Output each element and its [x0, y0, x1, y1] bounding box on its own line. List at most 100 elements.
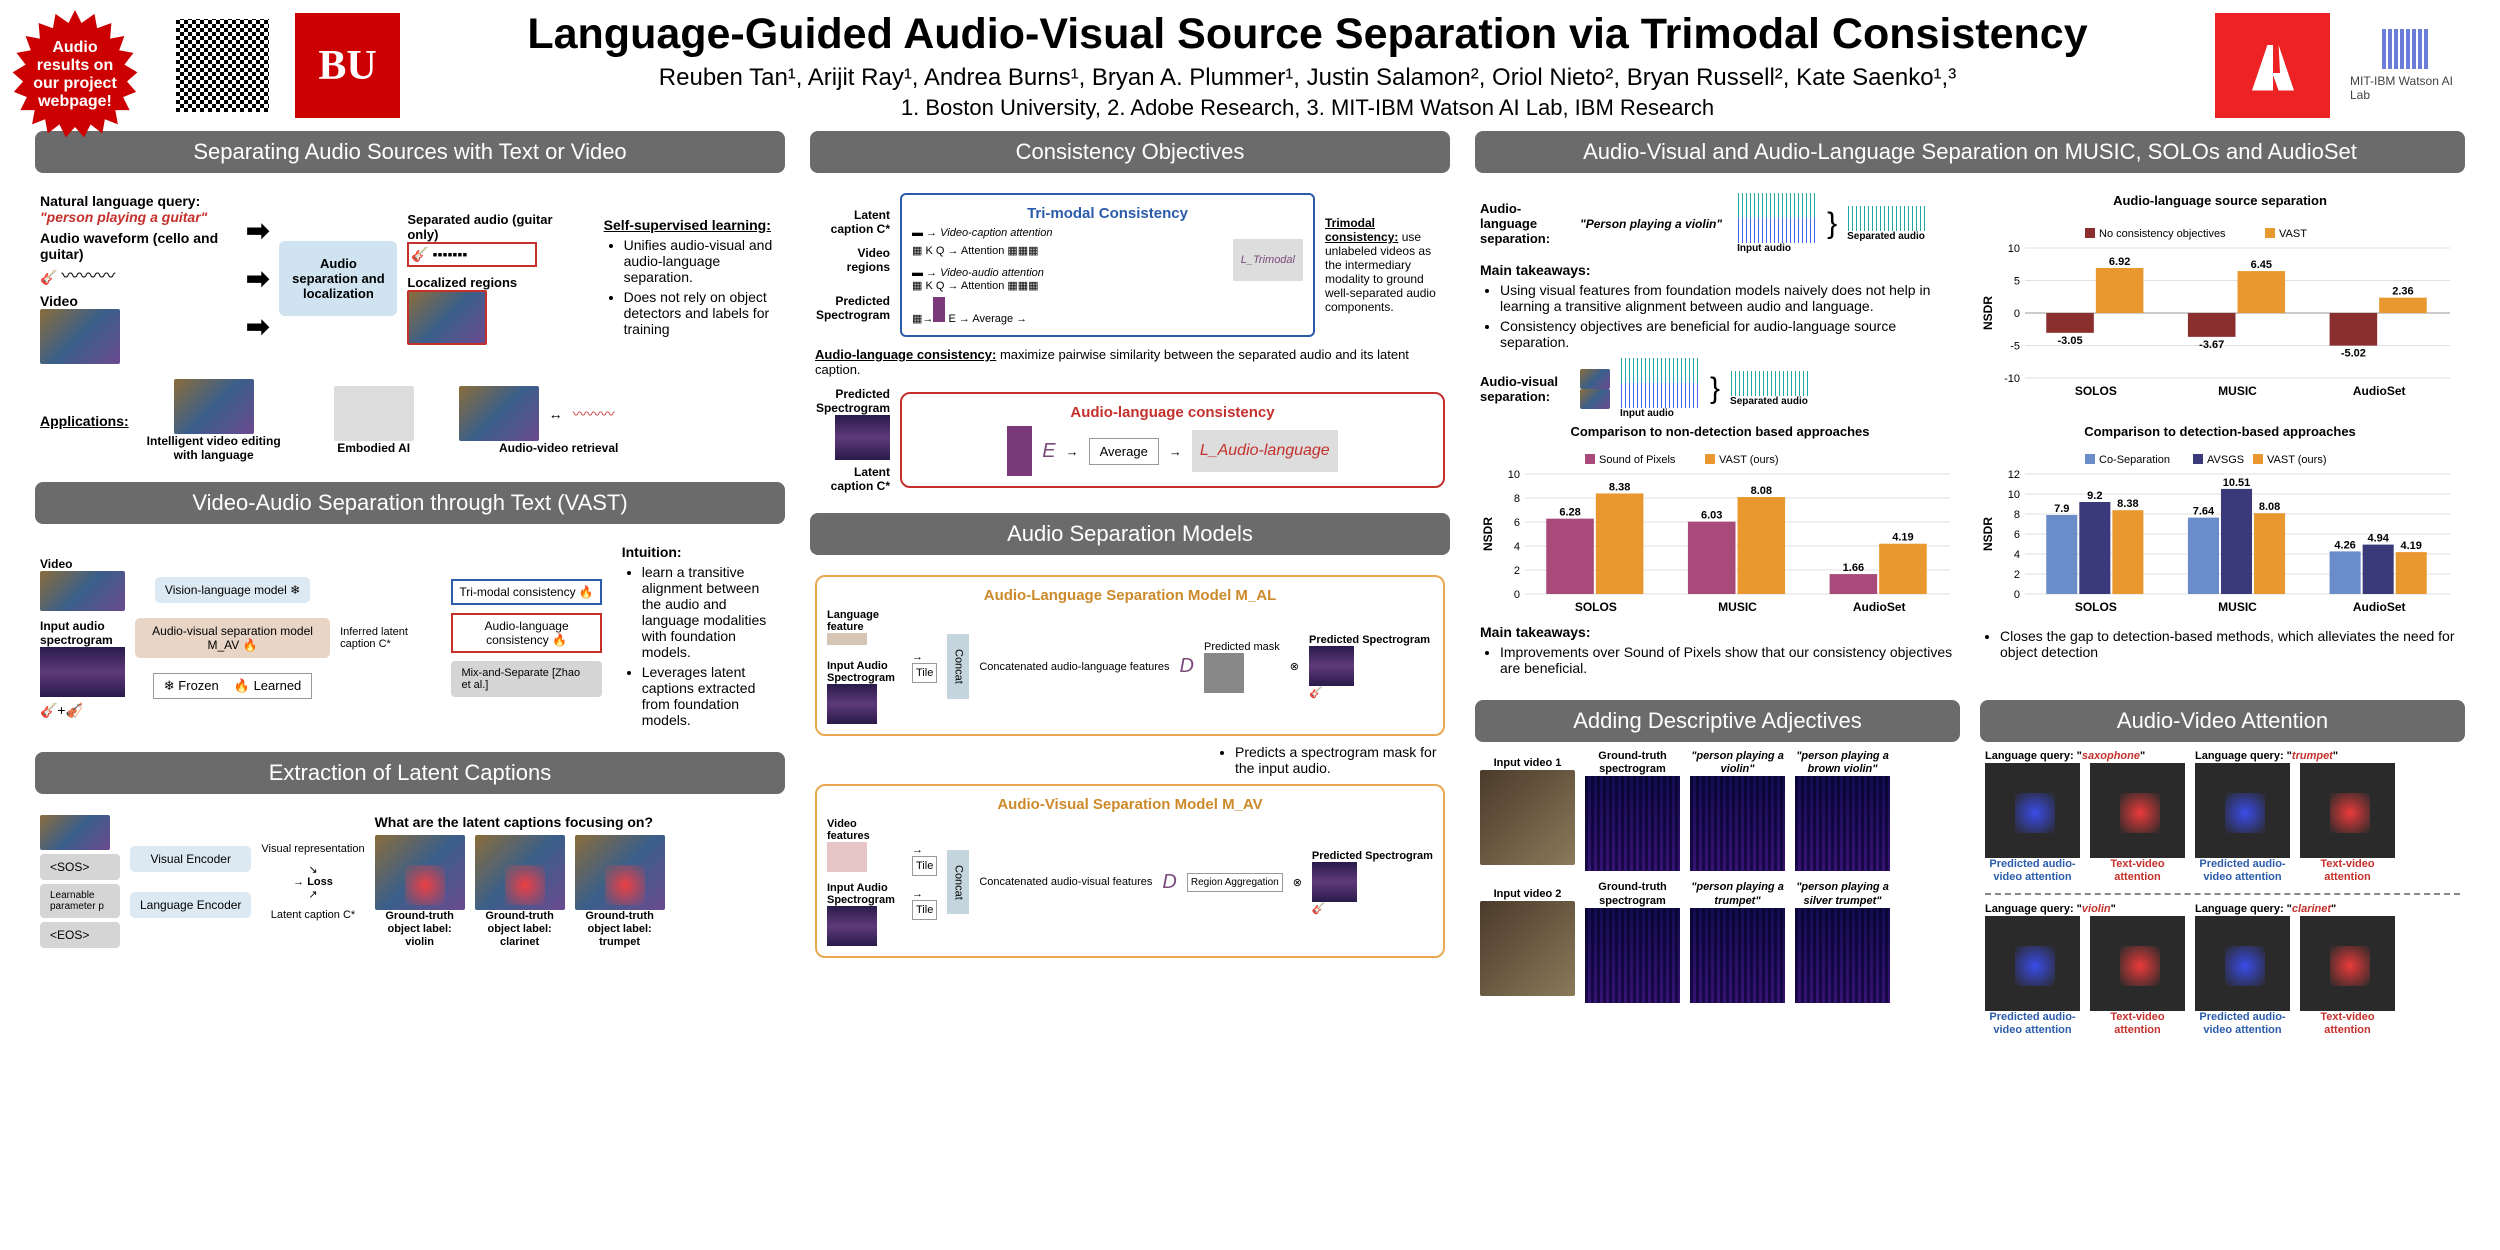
- svg-text:8: 8: [1514, 493, 1520, 505]
- pred-spec-label: Predicted Spectrogram: [815, 387, 890, 415]
- svg-text:AudioSet: AudioSet: [1853, 600, 1906, 614]
- svg-text:0: 0: [2014, 589, 2020, 601]
- input-spec-label: Input Audio Spectrogram: [827, 882, 902, 906]
- al-sep-label: Audio-language separation:: [1480, 201, 1570, 246]
- svg-text:4.94: 4.94: [2367, 533, 2389, 545]
- localized-thumb: [407, 290, 487, 345]
- mix-box: Mix-and-Separate [Zhao et al.]: [451, 661, 601, 697]
- vlm-box: Vision-language model ❄: [155, 577, 310, 603]
- svg-text:VAST (ours): VAST (ours): [2267, 454, 2327, 466]
- chart-title: Audio-language source separation: [1980, 193, 2460, 208]
- section-header: Audio Separation Models: [810, 513, 1450, 555]
- alc-title: Audio-language consistency: [912, 404, 1433, 421]
- svg-text:AudioSet: AudioSet: [2353, 600, 2406, 614]
- video-feat-label: Video features: [827, 818, 902, 842]
- svg-text:8: 8: [2014, 509, 2020, 521]
- svg-text:4.19: 4.19: [1892, 532, 1913, 544]
- app-label: Audio-video retrieval: [459, 441, 659, 455]
- svg-text:-5.02: -5.02: [2341, 348, 2366, 360]
- svg-text:-5: -5: [2010, 341, 2020, 353]
- input-video-label: Input video 1: [1480, 757, 1575, 770]
- section-header: Separating Audio Sources with Text or Vi…: [35, 131, 785, 173]
- section-body: Input video 1 Ground-truth spectrogram "…: [1475, 742, 1960, 1011]
- svg-text:0: 0: [1514, 589, 1520, 601]
- frozen-label: ❄ Frozen: [164, 678, 219, 694]
- intuition-label: Intuition:: [622, 544, 682, 560]
- pred-mask-label: Predicted mask: [1204, 641, 1280, 653]
- svg-text:No consistency objectives: No consistency objectives: [2099, 228, 2226, 240]
- separation-box: Audio separation and localization: [279, 241, 397, 316]
- column-2: Consistency Objectives Latent caption C*…: [810, 131, 1450, 1226]
- affiliations: 1. Boston University, 2. Adobe Research,…: [420, 95, 2195, 121]
- adobe-logo: [2215, 13, 2330, 118]
- model-desc: Predicts a spectrogram mask for the inpu…: [1235, 744, 1445, 776]
- ssl-item: Unifies audio-visual and audio-language …: [624, 237, 780, 285]
- mit-ibm-logo: MIT-IBM Watson AI Lab: [2350, 13, 2460, 118]
- svg-text:MUSIC: MUSIC: [1718, 600, 1757, 614]
- svg-text:4: 4: [1514, 541, 1520, 553]
- img-thumb: [40, 815, 110, 850]
- latent-q: What are the latent captions focusing on…: [375, 814, 780, 830]
- ssl-title: Self-supervised learning:: [604, 217, 771, 233]
- spec-thumb: [835, 415, 890, 460]
- trimodal-box: Tri-modal consistency 🔥: [451, 579, 601, 605]
- column-3: Audio-Visual and Audio-Language Separati…: [1475, 131, 2465, 1226]
- app-thumb: [334, 386, 414, 441]
- app-thumb: [174, 379, 254, 434]
- section-header: Extraction of Latent Captions: [35, 752, 785, 794]
- takeaway-item: Closes the gap to detection-based method…: [2000, 628, 2460, 660]
- title-block: Language-Guided Audio-Visual Source Sepa…: [420, 10, 2195, 121]
- takeaway-item: Consistency objectives are beneficial fo…: [1500, 318, 1960, 350]
- section-body: Audio-Language Separation Model M_AL Lan…: [810, 567, 1450, 966]
- wave-icon: [1737, 218, 1817, 243]
- query-label: "person playing a violin": [1690, 750, 1785, 776]
- alc-box: Audio-language consistency 🔥: [451, 613, 601, 653]
- section-header: Adding Descriptive Adjectives: [1475, 700, 1960, 742]
- burst-badge: Audio results on our project webpage!: [10, 10, 140, 140]
- svg-text:Co-Separation: Co-Separation: [2099, 454, 2170, 466]
- alc-desc-label: Audio-language consistency:: [815, 347, 996, 362]
- svg-text:-10: -10: [2004, 373, 2020, 385]
- svg-text:12: 12: [2008, 469, 2020, 481]
- waveform-label: Audio waveform (cello and guitar): [40, 230, 236, 262]
- spec-thumb: [40, 647, 125, 697]
- qr-code: [170, 13, 275, 118]
- region-agg: Region Aggregation: [1187, 873, 1283, 892]
- visual-enc-box: Visual Encoder: [130, 846, 251, 872]
- sos-token: <SOS>: [40, 854, 120, 880]
- video-label: Video: [40, 557, 125, 571]
- svg-text:NSDR: NSDR: [1481, 517, 1495, 551]
- gt-spec-label: Ground-truth spectrogram: [1585, 881, 1680, 907]
- section-body: Audio-language separation: "Person playi…: [1475, 185, 2465, 688]
- section-body: Language query: "saxophone" Predicted au…: [1980, 742, 2465, 1045]
- query-label: Natural language query:: [40, 193, 200, 209]
- attn-thumb: [475, 835, 565, 910]
- input-video-label: Input video 2: [1480, 888, 1575, 901]
- ssl-item: Does not rely on object detectors and la…: [624, 289, 780, 337]
- svg-text:VAST (ours): VAST (ours): [1719, 454, 1779, 466]
- header: Audio results on our project webpage! BU…: [0, 0, 2500, 131]
- section-body: Video Input audio spectrogram 🎸+🎻 Vision…: [35, 536, 785, 740]
- app-thumb: [459, 386, 539, 441]
- localized-label: Localized regions: [407, 275, 583, 290]
- apps-label: Applications:: [40, 413, 129, 429]
- enc-block: [1007, 426, 1032, 476]
- svg-text:-3.05: -3.05: [2058, 335, 2083, 347]
- loss-tri: L_Trimodal: [1233, 239, 1303, 281]
- svg-text:6: 6: [2014, 529, 2020, 541]
- arrow-icon: ➡: [246, 310, 269, 343]
- svg-text:6.92: 6.92: [2109, 256, 2130, 268]
- video-label: Video: [40, 293, 236, 309]
- column-1: Separating Audio Sources with Text or Vi…: [35, 131, 785, 1226]
- svg-text:MUSIC: MUSIC: [2218, 384, 2257, 398]
- trimodal-desc-label: Trimodal consistency:: [1325, 216, 1398, 244]
- svg-text:-3.67: -3.67: [2199, 339, 2224, 351]
- input-spec-label: Input Audio Spectrogram: [827, 660, 902, 684]
- concat-al-label: Concatenated audio-language features: [979, 661, 1169, 673]
- lang-enc-box: Language Encoder: [130, 892, 251, 918]
- svg-text:2: 2: [2014, 569, 2020, 581]
- video-thumb: [40, 571, 125, 611]
- svg-text:2.36: 2.36: [2392, 286, 2413, 298]
- bu-logo: BU: [295, 13, 400, 118]
- svg-text:6.28: 6.28: [1559, 507, 1580, 519]
